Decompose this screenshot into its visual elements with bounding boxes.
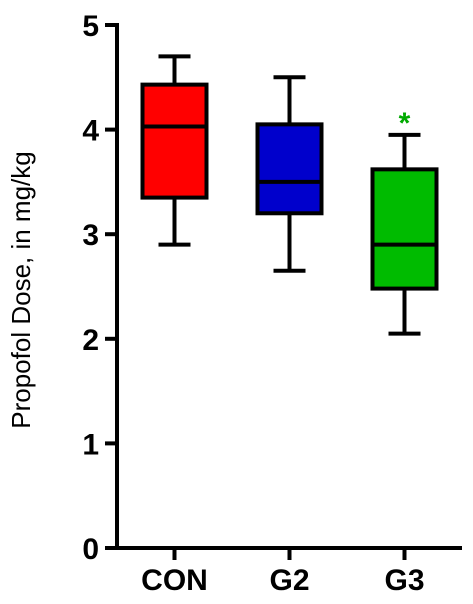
x-tick-label-g2: G2 <box>269 564 309 597</box>
box-con <box>140 54 209 247</box>
y-tick-label: 4 <box>82 115 99 148</box>
iqr-box <box>370 167 439 291</box>
y-axis: 0 1 2 3 4 5 <box>82 10 119 566</box>
x-axis: CON G2 G3 <box>115 546 462 597</box>
iqr-box <box>255 122 324 216</box>
x-tick-label-g3: G3 <box>384 564 424 597</box>
boxes <box>140 54 439 336</box>
x-tick-label-con: CON <box>141 564 208 597</box>
significance-asterisk: * <box>399 107 411 140</box>
y-tick-label: 0 <box>82 533 99 566</box>
annotations: * <box>399 107 411 140</box>
y-tick-label: 3 <box>82 219 99 252</box>
y-axis-title: Propofol Dose, in mg/kg <box>6 151 36 428</box>
box-g2 <box>255 75 324 273</box>
box-g3 <box>370 132 439 336</box>
iqr-box <box>140 82 209 200</box>
y-tick-label: 2 <box>82 324 99 357</box>
y-tick-label: 5 <box>82 10 99 43</box>
y-tick-label: 1 <box>82 428 99 461</box>
